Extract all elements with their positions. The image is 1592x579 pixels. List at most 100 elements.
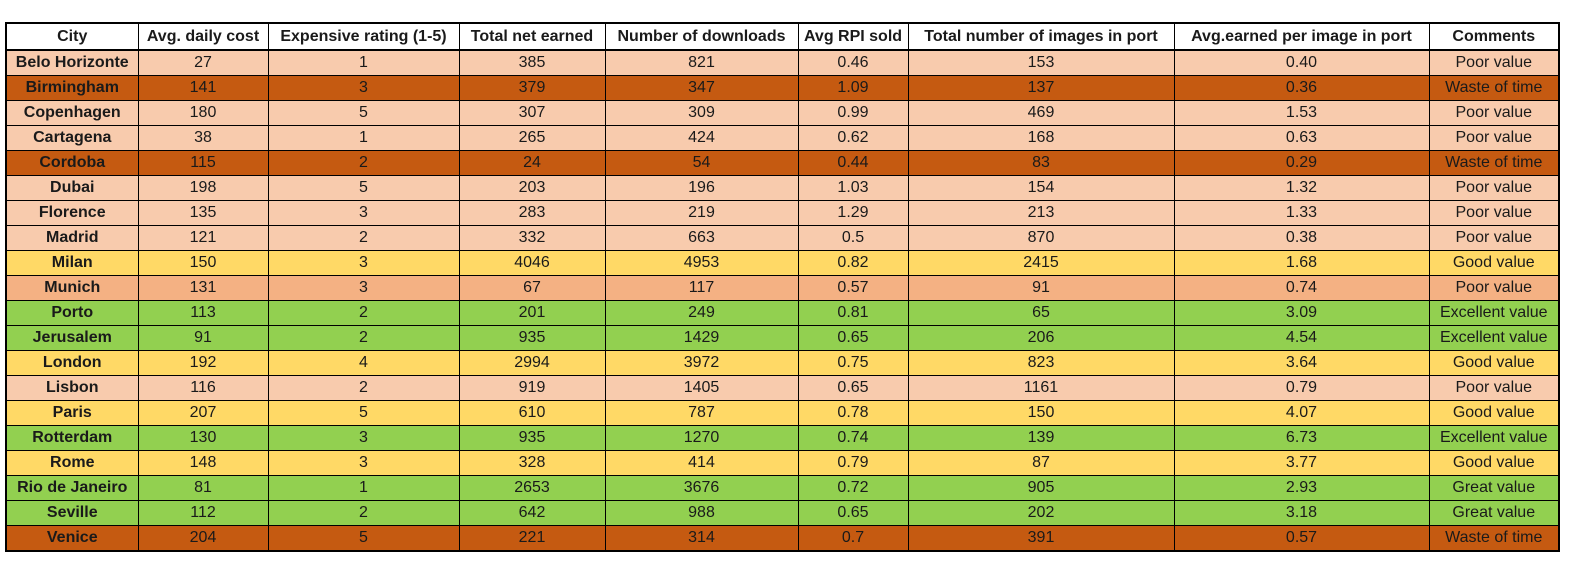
table-cell: 0.78 xyxy=(797,400,909,426)
table-cell: Excellent value xyxy=(1428,300,1560,326)
table-cell: 113 xyxy=(137,300,269,326)
table-cell: 27 xyxy=(137,49,269,76)
table-cell: 121 xyxy=(137,225,269,251)
table-row: Venice 204 5 221 314 0.7 391 0.57 Waste of time xyxy=(5,525,1560,552)
city-cell: Seville xyxy=(5,500,139,526)
city-cell: Milan xyxy=(5,250,139,276)
table-cell: 153 xyxy=(907,49,1175,76)
table-cell: 141 xyxy=(137,75,269,101)
table-cell: 198 xyxy=(137,175,269,201)
table-cell: 2 xyxy=(267,225,460,251)
city-cell: Munich xyxy=(5,275,139,301)
table-row: Rome 148 3 328 414 0.79 87 3.77 Good value xyxy=(5,450,1560,476)
table-cell: 3.64 xyxy=(1173,350,1430,376)
header-cell: City xyxy=(5,22,139,51)
table-cell: 0.57 xyxy=(797,275,909,301)
table-row: Birmingham 141 3 379 347 1.09 137 0.36 Waste of … xyxy=(5,75,1560,101)
table-cell: Waste of time xyxy=(1428,150,1560,176)
table-cell: Waste of time xyxy=(1428,525,1560,552)
table-row: Munich 131 3 67 117 0.57 91 0.74 Poor value xyxy=(5,275,1560,301)
table-cell: Good value xyxy=(1428,400,1560,426)
table-cell: 4.07 xyxy=(1173,400,1430,426)
table-cell: Great value xyxy=(1428,500,1560,526)
table-cell: 5 xyxy=(267,525,460,552)
table-cell: 1405 xyxy=(604,375,799,401)
table-cell: 3 xyxy=(267,275,460,301)
header-cell: Number of downloads xyxy=(604,22,799,51)
table-row: Jerusalem 91 2 935 1429 0.65 206 4.54 Excellent … xyxy=(5,325,1560,351)
table-cell: 2994 xyxy=(458,350,606,376)
table-cell: 0.65 xyxy=(797,500,909,526)
table-cell: 391 xyxy=(907,525,1175,552)
table-cell: 4 xyxy=(267,350,460,376)
table-cell: 823 xyxy=(907,350,1175,376)
table-row: Lisbon 116 2 919 1405 0.65 1161 0.79 Poor value xyxy=(5,375,1560,401)
table-cell: 307 xyxy=(458,100,606,126)
table-cell: 116 xyxy=(137,375,269,401)
table-cell: 91 xyxy=(137,325,269,351)
table-cell: 2 xyxy=(267,325,460,351)
table-cell: 131 xyxy=(137,275,269,301)
table-cell: 642 xyxy=(458,500,606,526)
table-cell: 424 xyxy=(604,125,799,151)
table-cell: 1.53 xyxy=(1173,100,1430,126)
table-cell: 1.68 xyxy=(1173,250,1430,276)
header-cell: Avg.earned per image in port xyxy=(1173,22,1430,51)
table-cell: 112 xyxy=(137,500,269,526)
table-cell: 1429 xyxy=(604,325,799,351)
table-cell: 1.32 xyxy=(1173,175,1430,201)
header-cell: Avg. daily cost xyxy=(137,22,269,51)
table-cell: 347 xyxy=(604,75,799,101)
city-cell: Cordoba xyxy=(5,150,139,176)
table-cell: 150 xyxy=(907,400,1175,426)
table-cell: 201 xyxy=(458,300,606,326)
table-cell: 663 xyxy=(604,225,799,251)
city-cell: Belo Horizonte xyxy=(5,49,139,76)
table-cell: 81 xyxy=(137,475,269,501)
table-cell: 0.57 xyxy=(1173,525,1430,552)
table-cell: Poor value xyxy=(1428,200,1560,226)
table-cell: 0.36 xyxy=(1173,75,1430,101)
table-row: Rio de Janeiro 81 1 2653 3676 0.72 905 2.93 Grea… xyxy=(5,475,1560,501)
table-cell: Poor value xyxy=(1428,175,1560,201)
table-cell: 2 xyxy=(267,300,460,326)
table-cell: 905 xyxy=(907,475,1175,501)
table-cell: 3 xyxy=(267,425,460,451)
city-cell: Madrid xyxy=(5,225,139,251)
table-cell: 213 xyxy=(907,200,1175,226)
table-cell: 1270 xyxy=(604,425,799,451)
table-cell: Poor value xyxy=(1428,275,1560,301)
table-cell: 0.46 xyxy=(797,49,909,76)
table-cell: 0.40 xyxy=(1173,49,1430,76)
table-cell: 180 xyxy=(137,100,269,126)
table-cell: 265 xyxy=(458,125,606,151)
table-cell: 0.74 xyxy=(1173,275,1430,301)
table-cell: Waste of time xyxy=(1428,75,1560,101)
header-cell: Avg RPI sold xyxy=(797,22,909,51)
table-cell: 0.79 xyxy=(797,450,909,476)
table-cell: 3676 xyxy=(604,475,799,501)
table-cell: Poor value xyxy=(1428,225,1560,251)
table-cell: Good value xyxy=(1428,450,1560,476)
table-cell: 2415 xyxy=(907,250,1175,276)
table-cell: 385 xyxy=(458,49,606,76)
table-cell: 1.33 xyxy=(1173,200,1430,226)
table-cell: Good value xyxy=(1428,250,1560,276)
table-cell: Poor value xyxy=(1428,100,1560,126)
table-row: London 192 4 2994 3972 0.75 823 3.64 Good value xyxy=(5,350,1560,376)
table-cell: 137 xyxy=(907,75,1175,101)
table-cell: 67 xyxy=(458,275,606,301)
table-cell: Good value xyxy=(1428,350,1560,376)
table-cell: 3 xyxy=(267,75,460,101)
table-cell: 935 xyxy=(458,425,606,451)
table-cell: 207 xyxy=(137,400,269,426)
city-cell: Copenhagen xyxy=(5,100,139,126)
table-cell: Poor value xyxy=(1428,375,1560,401)
table-cell: Excellent value xyxy=(1428,425,1560,451)
city-cell: Rome xyxy=(5,450,139,476)
table-cell: 0.79 xyxy=(1173,375,1430,401)
table-cell: 0.99 xyxy=(797,100,909,126)
city-cell: Florence xyxy=(5,200,139,226)
table-cell: 196 xyxy=(604,175,799,201)
table-body: Belo Horizonte 27 1 385 821 0.46 153 0.40 Poor v… xyxy=(5,49,1560,552)
